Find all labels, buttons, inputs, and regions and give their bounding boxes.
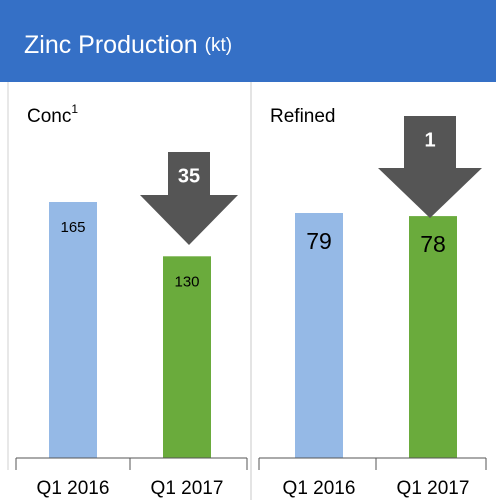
x-tick-label: Q1 2016: [37, 478, 110, 499]
header-title: Zinc Production (kt): [24, 31, 232, 59]
panel-title-text: Refined: [270, 106, 336, 127]
panel-title-text: Conc: [27, 106, 71, 127]
footnote-mark: 1: [71, 102, 78, 116]
annotation: 35: [178, 165, 200, 187]
x-tick-label: Q1 2017: [151, 478, 224, 499]
change-arrow: [140, 152, 238, 245]
value-label: 130: [174, 273, 199, 290]
panel-title: Refined: [270, 106, 336, 127]
bar: [409, 216, 457, 458]
bar: [49, 202, 97, 458]
value-label: 79: [306, 228, 332, 254]
bar: [163, 256, 211, 458]
bar: [295, 213, 343, 458]
value-label: 165: [60, 219, 85, 236]
header-band: [0, 0, 496, 82]
x-tick-label: Q1 2017: [397, 478, 470, 499]
change-arrow: [378, 116, 482, 218]
title-text: Zinc Production: [24, 31, 198, 59]
x-tick-label: Q1 2016: [283, 478, 356, 499]
value-label: 78: [420, 231, 446, 257]
annotation: 1: [424, 129, 435, 151]
panel-title: Conc1: [27, 102, 78, 127]
unit-text: (kt): [205, 35, 232, 56]
